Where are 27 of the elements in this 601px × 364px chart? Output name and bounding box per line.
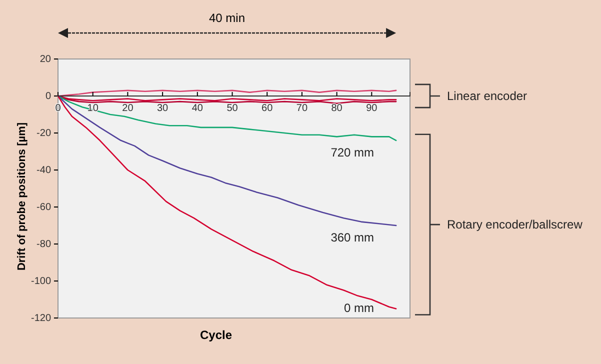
y-tick-label: -120 bbox=[30, 313, 52, 324]
x-axis-title: Cycle bbox=[200, 328, 232, 342]
y-tick-label: -100 bbox=[30, 276, 52, 288]
line-series bbox=[57, 95, 397, 226]
series-label: 360 mm bbox=[330, 230, 374, 244]
y-tick-label: -60 bbox=[36, 202, 52, 214]
x-tick-label: 90 bbox=[366, 103, 378, 114]
x-tick-label: 80 bbox=[331, 103, 343, 114]
y-tick-label: 0 bbox=[45, 91, 52, 102]
series-label: 0 mm bbox=[344, 301, 374, 315]
text: 40 min bbox=[209, 11, 246, 25]
x-tick-label: 70 bbox=[296, 103, 308, 114]
line-series bbox=[57, 95, 397, 142]
x-tick-label: 60 bbox=[262, 103, 274, 114]
series-label: 720 mm bbox=[330, 145, 374, 160]
text: Linear encoder bbox=[447, 89, 528, 103]
x-tick-label: 50 bbox=[226, 103, 238, 114]
y-tick-label: -40 bbox=[36, 165, 52, 176]
text: Rotary encoder/ballscrew bbox=[447, 218, 583, 232]
y-tick-label: -20 bbox=[36, 128, 52, 140]
x-tick-label: 0 bbox=[55, 103, 62, 114]
y-tick-label: 20 bbox=[40, 54, 52, 66]
x-tick-label: 30 bbox=[156, 103, 169, 114]
y-tick-label: -80 bbox=[36, 239, 52, 250]
x-tick-label: 20 bbox=[122, 103, 134, 114]
y-axis-title: Drift of probe positions [µm] bbox=[16, 122, 28, 271]
x-tick-label: 40 bbox=[192, 103, 204, 114]
